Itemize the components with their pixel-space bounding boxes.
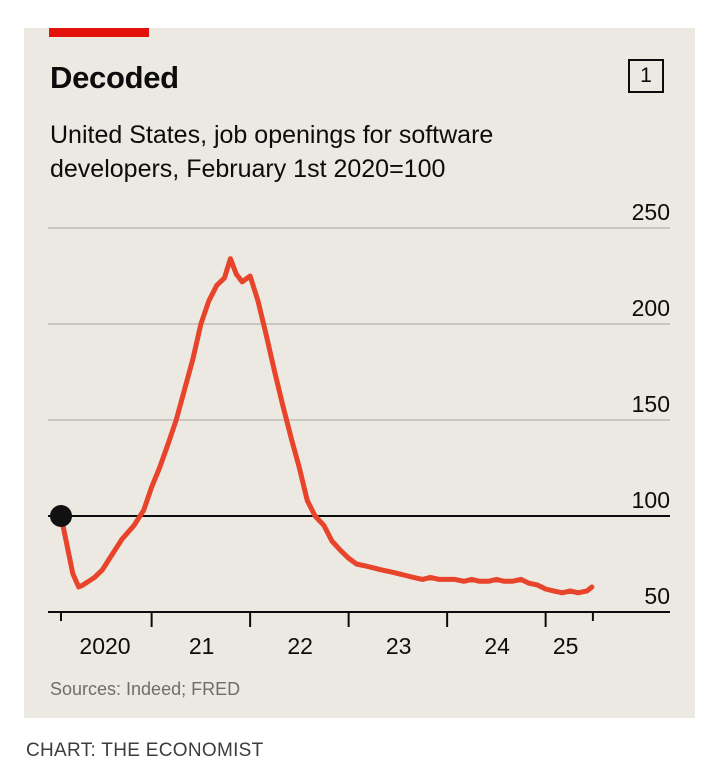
y-tick-label-150: 150 — [632, 391, 670, 417]
chart-title: Decoded — [50, 60, 179, 95]
source-note: Sources: Indeed; FRED — [50, 679, 241, 699]
x-tick-label-22: 22 — [287, 633, 313, 659]
x-tick-label-23: 23 — [386, 633, 412, 659]
red-tag-bar — [49, 28, 149, 37]
chart-number-badge: 1 — [628, 59, 664, 93]
y-tick-label-200: 200 — [632, 295, 670, 321]
x-tick-label-21: 21 — [189, 633, 215, 659]
x-tick-label-25: 25 — [553, 633, 579, 659]
y-tick-label-50: 50 — [644, 583, 670, 609]
chart-credit: CHART: THE ECONOMIST — [26, 740, 264, 761]
chart-subtitle: United States, job openings for software… — [50, 121, 494, 183]
y-tick-label-250: 250 — [632, 199, 670, 225]
series-line-job-openings — [58, 256, 595, 596]
x-tick-label-2020: 2020 — [79, 633, 130, 659]
chart-panel: Decoded 1 United States, job openings fo… — [24, 28, 695, 718]
y-tick-label-100: 100 — [632, 487, 670, 513]
start-marker-dot — [50, 505, 72, 527]
x-tick-label-24: 24 — [484, 633, 510, 659]
